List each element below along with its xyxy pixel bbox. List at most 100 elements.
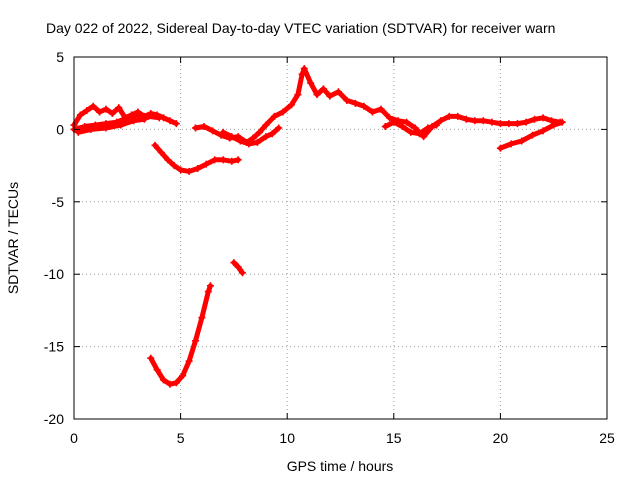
data-point — [531, 115, 539, 123]
data-point — [219, 128, 227, 136]
data-point — [319, 85, 327, 93]
y-tick-label: -5 — [52, 194, 65, 210]
data-point — [164, 156, 172, 164]
data-point — [294, 91, 302, 99]
grid — [74, 57, 607, 419]
data-point — [245, 140, 253, 148]
data-point — [420, 133, 428, 141]
y-tick-label: -20 — [44, 411, 64, 427]
x-tick-label: 15 — [386, 430, 402, 446]
y-tick-label: 0 — [56, 121, 64, 137]
data-point — [279, 108, 287, 116]
data-point — [166, 117, 174, 125]
data-point — [134, 111, 142, 119]
data-point — [185, 357, 193, 365]
series-track-e — [193, 66, 563, 145]
data-point — [166, 380, 174, 388]
data-point — [74, 128, 82, 136]
data-point — [268, 130, 276, 138]
data-point — [211, 156, 219, 164]
data-point — [390, 118, 398, 126]
data-point — [343, 96, 351, 104]
data-point — [117, 121, 125, 129]
data-point — [558, 118, 566, 126]
data-point — [454, 112, 462, 120]
data-point — [145, 112, 153, 120]
data-series — [70, 65, 566, 388]
data-point — [407, 128, 415, 136]
data-point — [471, 117, 479, 125]
data-point — [204, 288, 212, 296]
x-tick-label: 0 — [70, 430, 78, 446]
data-point — [192, 337, 200, 345]
data-point — [89, 102, 97, 110]
data-point — [488, 118, 496, 126]
data-point — [351, 99, 359, 107]
data-point — [505, 120, 513, 128]
data-point — [334, 88, 342, 96]
data-point — [76, 111, 84, 119]
data-point — [228, 133, 236, 141]
data-point — [219, 156, 227, 164]
data-point — [368, 108, 376, 116]
data-point — [115, 104, 123, 112]
data-point — [548, 117, 556, 125]
data-point — [198, 314, 206, 322]
data-point — [170, 162, 178, 170]
data-point — [83, 107, 91, 115]
data-point — [234, 156, 242, 164]
data-point — [238, 269, 246, 277]
y-tick-label: -15 — [44, 339, 64, 355]
data-point — [185, 167, 193, 175]
data-point — [177, 166, 185, 174]
data-point — [445, 112, 453, 120]
y-tick-label: -10 — [44, 266, 64, 282]
data-point — [262, 121, 270, 129]
data-point — [479, 117, 487, 125]
data-point — [518, 137, 526, 145]
y-axis-label: SDTVAR / TECUs — [5, 182, 21, 294]
x-tick-label: 20 — [493, 430, 509, 446]
data-point — [147, 354, 155, 362]
data-point — [96, 108, 104, 116]
data-point — [179, 372, 187, 380]
data-point — [496, 144, 504, 152]
data-point — [108, 109, 116, 117]
data-point — [507, 140, 515, 148]
data-point — [172, 379, 180, 387]
data-point — [151, 141, 159, 149]
data-point — [300, 65, 308, 73]
axis-ticks: 0 5 10 15 20 25 5 0 -5 -10 -15 -20 — [44, 49, 615, 446]
data-point — [234, 263, 242, 271]
data-point — [432, 121, 440, 129]
data-point — [236, 137, 244, 145]
data-point — [160, 376, 168, 384]
data-point — [192, 124, 200, 132]
data-point — [123, 114, 131, 122]
data-point — [437, 117, 445, 125]
data-point — [255, 128, 263, 136]
data-point — [539, 127, 547, 135]
data-point — [249, 134, 257, 142]
x-tick-label: 5 — [177, 430, 185, 446]
data-point — [157, 149, 165, 157]
data-point — [411, 124, 419, 132]
data-point — [228, 157, 236, 165]
x-tick-label: 25 — [599, 430, 615, 446]
y-tick-label: 5 — [56, 49, 64, 65]
data-point — [539, 114, 547, 122]
data-point — [462, 115, 470, 123]
data-point — [155, 114, 163, 122]
data-point — [298, 70, 306, 78]
data-point — [550, 121, 558, 129]
data-point — [200, 123, 208, 131]
data-point — [398, 123, 406, 131]
data-point — [230, 259, 238, 267]
x-tick-label: 10 — [279, 430, 295, 446]
x-axis-label: GPS time / hours — [287, 458, 394, 474]
data-point — [313, 91, 321, 99]
data-point — [270, 112, 278, 120]
data-point — [326, 92, 334, 100]
data-point — [522, 118, 530, 126]
data-point — [102, 105, 110, 113]
